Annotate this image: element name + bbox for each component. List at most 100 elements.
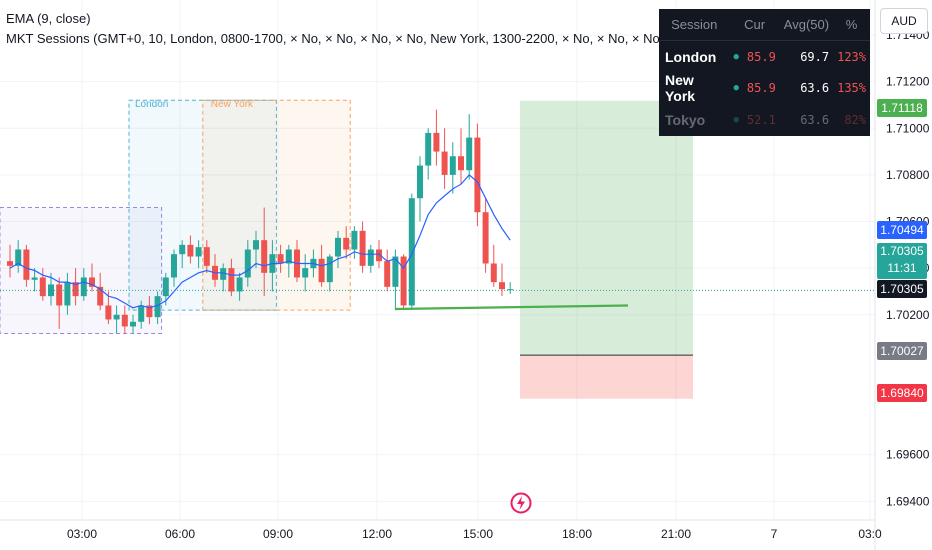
x-tick-label: 7 [771,527,778,541]
status-dot-icon: ● [733,115,739,126]
candle-body [64,282,71,306]
session-stats-table: Session Cur Avg(50) % London ● 85.9 69.7… [659,9,870,136]
x-tick-label: 09:00 [263,527,293,541]
status-dot-icon: ● [733,51,739,62]
candle-body [7,261,13,266]
crosshair-price-tag: 1.70305 [877,280,927,298]
candle [417,156,423,222]
candle-body [187,244,194,257]
candle [64,272,71,315]
header-cur: Cur [729,9,780,41]
candle [433,109,440,166]
candle-body [39,277,46,297]
candle [359,221,366,273]
y-tick-label: 1.69600 [886,448,930,462]
y-tick-label: 1.69400 [886,494,930,508]
legend-sessions[interactable]: MKT Sessions (GMT+0, 10, London, 0800-17… [6,31,784,46]
drawings[interactable] [0,289,875,311]
candle-body [244,249,251,278]
candlesticks [7,109,514,334]
candle [23,244,30,287]
candle-body [367,249,374,266]
candle [154,291,161,325]
candle-body [441,151,448,175]
candle-body [171,254,177,278]
candle [146,296,153,325]
candle-body [253,240,259,250]
long-position-tool[interactable] [520,100,693,399]
currency-button[interactable]: AUD [880,8,928,34]
x-tick-label: 03:00 [67,527,97,541]
candle-body [490,263,497,283]
entry-price-tag: 1.70027 [877,342,927,360]
table-row: New York ● 85.9 63.6 135% [659,72,870,104]
candle [105,291,112,325]
candle-body [343,237,350,250]
candle-body [179,244,186,255]
candle-body [146,305,153,318]
last-price-value: 1.70305 [880,244,924,258]
candle [261,207,268,297]
candle [39,268,46,301]
candle-body [474,137,481,213]
header-pct: % [833,9,870,41]
candle-body [499,282,505,290]
candle-body [89,277,95,287]
candle-body [335,237,341,257]
candle [130,314,136,334]
candle-body [466,137,473,171]
candle-body [56,284,63,306]
candle [302,254,309,292]
candle [408,193,415,311]
candle [277,244,284,273]
candle-body [80,277,87,297]
legend-ema[interactable]: EMA (9, close) [6,11,91,26]
candle-body [392,256,399,287]
session-name: Tokyo [665,112,706,129]
candle [466,114,473,180]
candle-body [105,305,112,320]
candle [490,244,497,287]
candle-body [417,165,423,199]
candle-body [121,314,128,327]
candle-body [359,230,366,266]
ema-polyline [9,174,511,309]
candle [351,226,358,259]
candle [72,268,79,306]
session-name: New York [665,72,696,105]
candle-body [154,296,161,318]
session-name: London [665,48,717,65]
candle [400,254,407,311]
candle-body [302,268,309,278]
y-tick-label: 1.71200 [886,75,930,89]
candle-body [72,282,79,297]
candle-body [425,132,432,166]
candle-body [113,314,120,320]
candle-body [384,261,391,287]
candle [482,198,489,273]
candle-body [97,286,104,306]
x-tick-label: 06:00 [165,527,195,541]
candle-body [318,258,325,283]
last-price-tag: 1.70305 11:31 [877,243,927,279]
status-dot-icon: ● [733,83,739,94]
y-tick-label: 1.70800 [886,168,930,182]
x-tick-label: 12:00 [362,527,392,541]
candle [187,235,194,264]
loss-zone [520,355,693,399]
candle [343,226,350,259]
header-avg: Avg(50) [779,9,834,41]
x-tick-label: 21:00 [661,527,691,541]
candle [56,277,63,329]
candle-body [351,230,358,250]
profit-zone [520,100,693,356]
candle [441,128,448,189]
ema-price-tag: 1.70494 [877,221,927,239]
lightning-icon[interactable] [510,492,532,514]
candle-body [326,256,333,283]
candle-body [285,249,292,264]
candle [425,128,432,180]
candle [121,305,128,334]
candle-body [220,268,227,280]
